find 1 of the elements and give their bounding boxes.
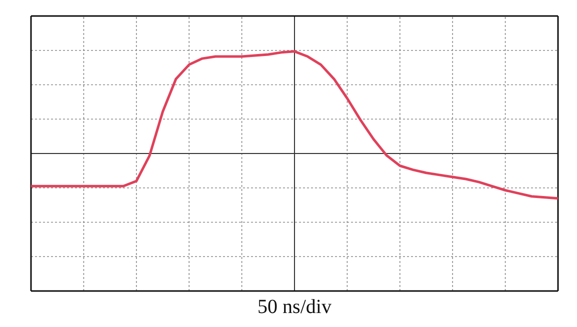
- x-axis-title: 50 ns/div: [258, 296, 332, 318]
